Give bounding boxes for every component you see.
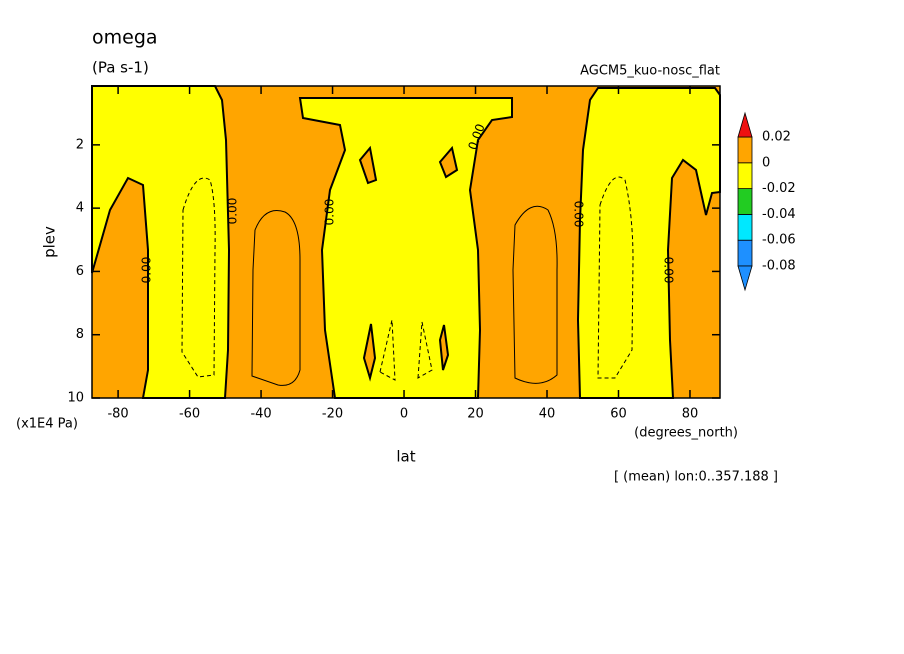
colorbar-tick-label: -0.06 — [762, 233, 796, 248]
y-tick-label: 10 — [67, 391, 84, 406]
colorbar-segment — [737, 239, 753, 267]
colorbar-tick-label: 0.02 — [762, 130, 791, 145]
x-tick-label: 40 — [539, 407, 556, 422]
contour-line — [417, 321, 433, 379]
x-tick-label: 80 — [682, 407, 699, 422]
contour-line — [512, 205, 558, 384]
dashed-contours — [181, 176, 634, 381]
colorbar-segment — [737, 188, 753, 215]
thin-contours — [251, 205, 558, 386]
x-tick-label: -20 — [322, 407, 343, 422]
x-tick-label: 60 — [610, 407, 627, 422]
positive-island — [362, 323, 377, 382]
y-axis-label: plev — [41, 226, 59, 258]
contour-line — [379, 319, 396, 381]
chart-title: omega — [92, 27, 158, 49]
contour-label: 0.00 — [226, 198, 240, 225]
chart-subtitle: (Pa s-1) — [92, 59, 149, 77]
y-tick-label: 2 — [76, 137, 84, 152]
positive-islands — [358, 145, 459, 382]
x-tick-label: -60 — [179, 407, 200, 422]
colorbar-segment — [737, 213, 753, 241]
x-tick-label: -80 — [107, 407, 128, 422]
negative-regions — [91, 85, 721, 399]
colorbar-tick-label: 0 — [762, 155, 770, 170]
colorbar-segment — [737, 136, 753, 164]
x-tick-label: 0 — [400, 407, 408, 422]
y-axis-unit: (x1E4 Pa) — [16, 417, 78, 432]
colorbar-extend-high — [737, 111, 753, 138]
y-tick-label: 4 — [76, 201, 84, 216]
colorbar-segment — [737, 162, 753, 190]
y-tick-label: 6 — [76, 264, 84, 279]
footnote: [ (mean) lon:0..357.188 ] — [614, 470, 778, 485]
colorbar-tick-label: -0.02 — [762, 181, 796, 196]
colorbar-extend-low — [737, 265, 753, 292]
x-tick-label: 20 — [467, 407, 484, 422]
contour-label: 0.00 — [662, 257, 676, 284]
annotation: AGCM5_kuo-nosc_flat — [580, 64, 720, 79]
x-axis-unit: (degrees_north) — [634, 426, 738, 441]
contour-label: 0.00 — [572, 201, 586, 228]
x-axis-label: lat — [396, 448, 415, 466]
colorbar-tick-label: -0.04 — [762, 207, 796, 222]
y-tick-label: 8 — [76, 327, 84, 342]
x-tick-label: -40 — [250, 407, 271, 422]
contour-line — [597, 176, 634, 379]
contour-line — [251, 210, 301, 386]
positive-island — [358, 145, 378, 185]
positive-island — [438, 324, 450, 371]
contour-label: 0.00 — [140, 257, 154, 284]
contour-label: 0.00 — [323, 199, 337, 226]
colorbar-tick-label: -0.08 — [762, 259, 796, 274]
plot-frame — [91, 85, 721, 399]
contour-field — [91, 85, 721, 399]
positive-island — [438, 145, 459, 179]
